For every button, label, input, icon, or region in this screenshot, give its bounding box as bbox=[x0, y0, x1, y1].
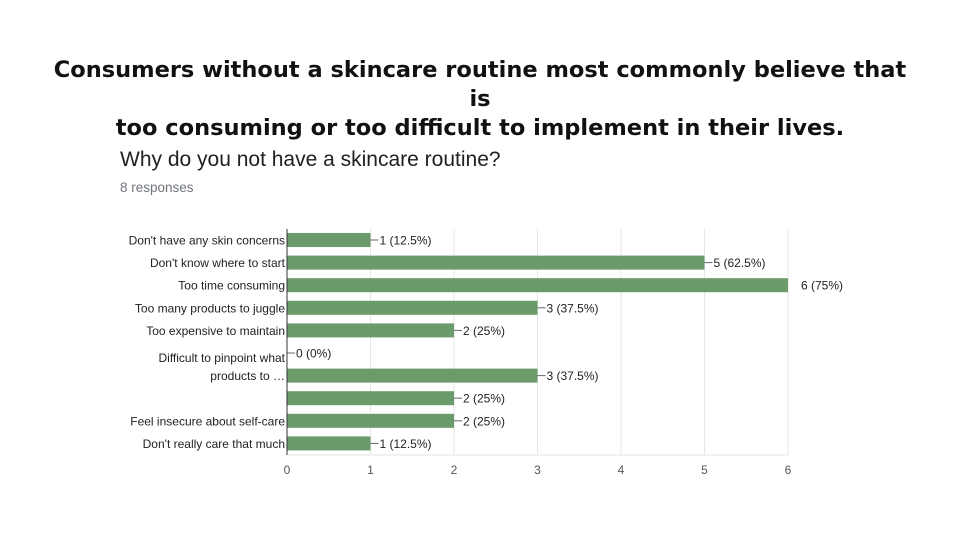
bar bbox=[287, 413, 454, 428]
slide-title: Consumers without a skincare routine mos… bbox=[40, 56, 920, 143]
data-label: 1 (12.5%) bbox=[380, 234, 432, 248]
category-label: Don't have any skin concerns bbox=[129, 234, 285, 248]
data-label: 2 (25%) bbox=[463, 414, 505, 428]
category-label: Too expensive to maintain bbox=[146, 324, 285, 338]
data-label: 3 (37.5%) bbox=[547, 301, 599, 315]
category-label: Too many products to juggle bbox=[135, 301, 285, 315]
bar bbox=[287, 255, 705, 270]
x-tick-label: 5 bbox=[701, 463, 708, 477]
data-label: 2 (25%) bbox=[463, 324, 505, 338]
category-label: products to … bbox=[210, 369, 285, 383]
bar bbox=[287, 278, 788, 293]
slide-title-line-1: Consumers without a skincare routine mos… bbox=[53, 57, 907, 112]
slide-title-line-2: too consuming or too difficult to implem… bbox=[115, 115, 845, 141]
response-count: 8 responses bbox=[120, 180, 194, 195]
x-tick-label: 6 bbox=[785, 463, 792, 477]
x-tick-label: 3 bbox=[534, 463, 541, 477]
bar bbox=[287, 323, 454, 338]
data-label: 3 (37.5%) bbox=[547, 369, 599, 383]
data-label: 5 (62.5%) bbox=[714, 256, 766, 270]
bar bbox=[287, 233, 371, 247]
category-label: Feel insecure about self-care bbox=[130, 414, 285, 428]
x-tick-label: 4 bbox=[618, 463, 625, 477]
bar bbox=[287, 391, 454, 406]
category-label: Don't really care that much bbox=[143, 437, 285, 451]
bar bbox=[287, 368, 538, 383]
data-label: 1 (12.5%) bbox=[380, 437, 432, 451]
bar bbox=[287, 300, 538, 315]
question-title: Why do you not have a skincare routine? bbox=[120, 148, 501, 171]
bar bbox=[287, 436, 371, 451]
category-label: Don't know where to start bbox=[150, 256, 286, 270]
x-tick-label: 2 bbox=[451, 463, 458, 477]
category-label: Difficult to pinpoint what bbox=[158, 351, 285, 365]
x-tick-label: 1 bbox=[367, 463, 374, 477]
x-tick-label: 0 bbox=[284, 463, 291, 477]
data-label: 6 (75%) bbox=[801, 279, 843, 293]
data-label: 2 (25%) bbox=[463, 392, 505, 406]
category-label: Too time consuming bbox=[178, 279, 285, 293]
data-label: 0 (0%) bbox=[296, 347, 331, 361]
